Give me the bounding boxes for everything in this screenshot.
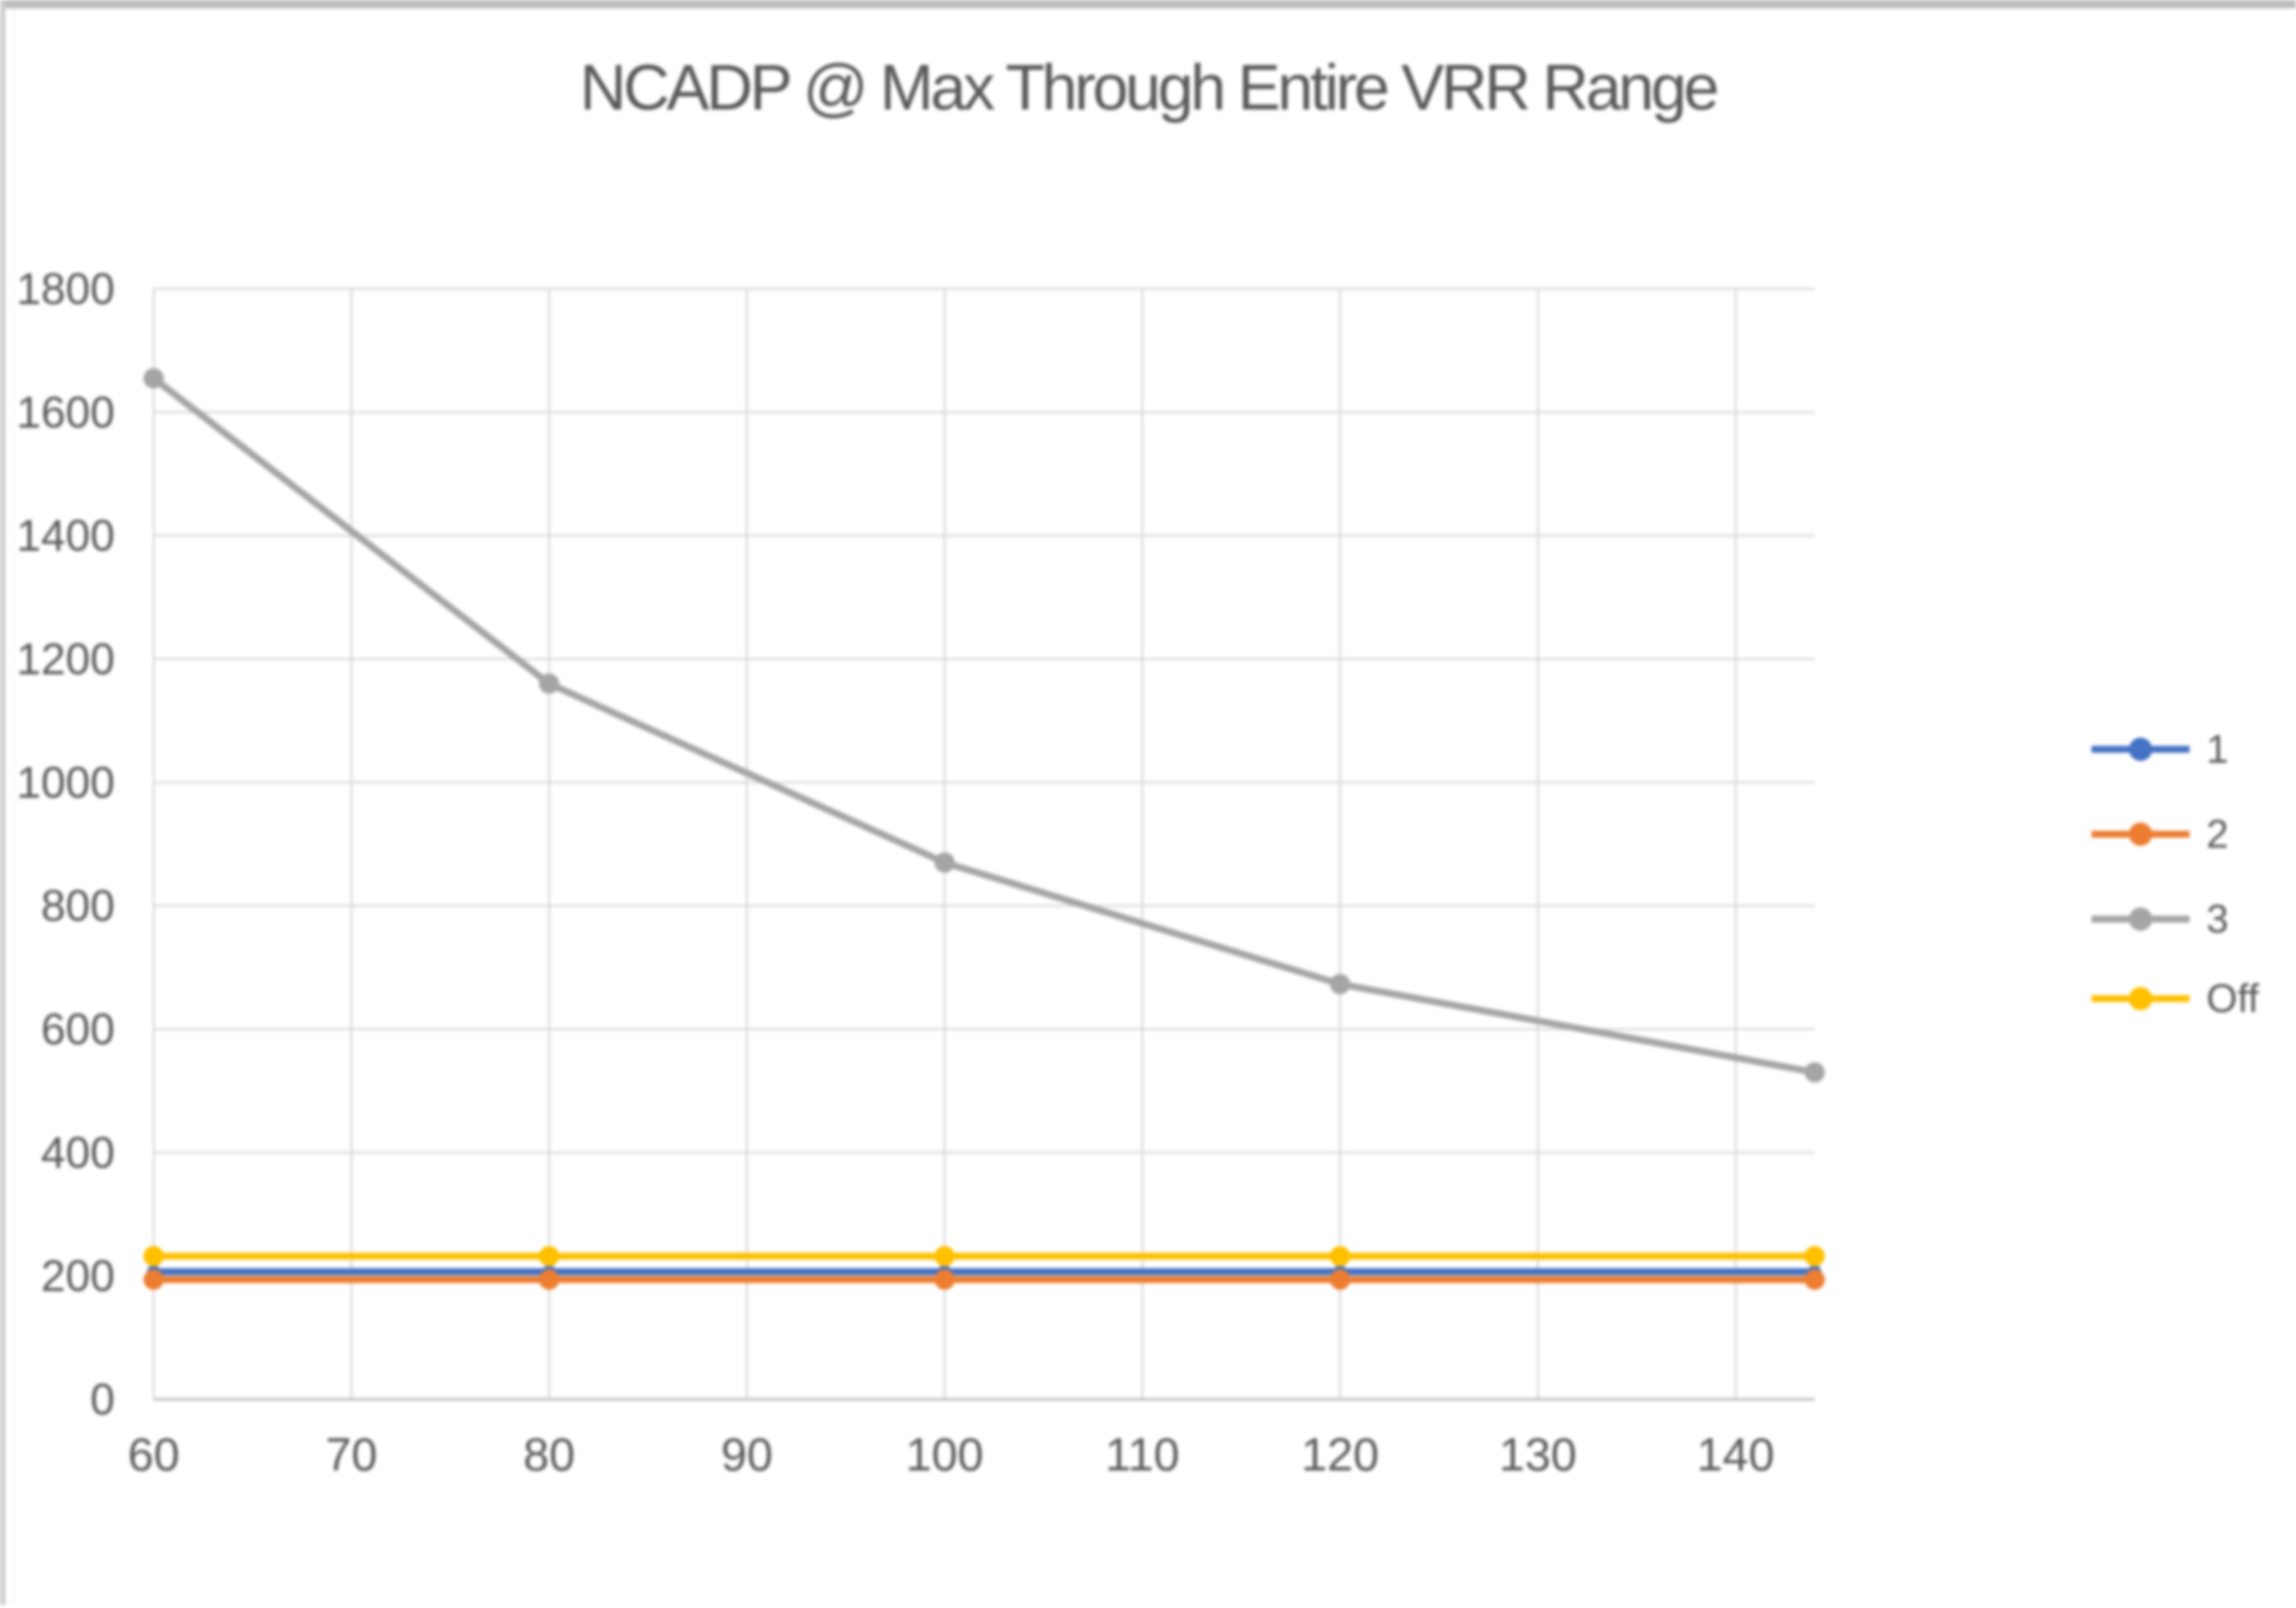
legend-label-2: 2 <box>2206 812 2228 857</box>
series-3-marker-80 <box>539 673 560 694</box>
series-3-marker-60 <box>144 368 164 389</box>
legend-marker-3 <box>2129 907 2152 931</box>
series-Off <box>144 1246 1825 1267</box>
legend-marker-1 <box>2129 737 2152 761</box>
legend-label-1: 1 <box>2206 727 2228 772</box>
y-tick-label-200: 200 <box>41 1251 115 1301</box>
series-2-marker-120 <box>1330 1269 1351 1290</box>
series-2-marker-80 <box>539 1269 560 1290</box>
legend-item-Off: Off <box>2092 977 2260 1021</box>
x-tick-label-80: 80 <box>523 1428 575 1481</box>
x-tick-label-140: 140 <box>1697 1428 1775 1481</box>
series-2-marker-144 <box>1805 1269 1825 1290</box>
legend-label-Off: Off <box>2206 977 2260 1021</box>
x-tick-label-70: 70 <box>325 1428 377 1481</box>
y-tick-label-1600: 1600 <box>16 387 115 437</box>
series-Off-marker-120 <box>1330 1246 1351 1267</box>
y-tick-label-1200: 1200 <box>16 634 115 684</box>
series-Off-marker-80 <box>539 1246 560 1267</box>
legend-marker-Off <box>2129 987 2152 1011</box>
y-tick-label-0: 0 <box>90 1375 115 1424</box>
legend-label-3: 3 <box>2206 897 2228 942</box>
chart-title: NCADP @ Max Through Entire VRR Range <box>580 51 1717 123</box>
y-tick-label-800: 800 <box>41 881 115 930</box>
x-tick-label-100: 100 <box>906 1428 984 1481</box>
page-edge-top <box>0 0 2296 8</box>
series-3-marker-144 <box>1805 1062 1825 1083</box>
y-axis-tick-labels: 0 200 400 600 800 1000 1200 1400 1600 1800 <box>16 264 115 1424</box>
page-edge-left-faint <box>13 8 14 1605</box>
legend: 1 2 3 Off <box>2092 727 2260 1021</box>
series-Off-marker-60 <box>144 1246 164 1267</box>
legend-item-2: 2 <box>2092 812 2228 857</box>
x-tick-label-130: 130 <box>1499 1428 1577 1481</box>
y-tick-label-1000: 1000 <box>16 758 115 807</box>
series-Off-marker-100 <box>934 1246 955 1267</box>
data-series <box>144 368 1825 1290</box>
x-tick-label-120: 120 <box>1301 1428 1379 1481</box>
series-3-marker-100 <box>934 852 955 873</box>
series-Off-marker-144 <box>1805 1246 1825 1267</box>
series-2-marker-100 <box>934 1269 955 1290</box>
x-tick-label-60: 60 <box>128 1428 180 1481</box>
series-2 <box>144 1269 1825 1290</box>
legend-item-3: 3 <box>2092 897 2228 942</box>
y-tick-label-600: 600 <box>41 1005 115 1054</box>
page-edge-left <box>0 0 5 1608</box>
y-tick-label-1800: 1800 <box>16 264 115 314</box>
y-tick-label-1400: 1400 <box>16 511 115 560</box>
x-tick-label-110: 110 <box>1105 1428 1179 1481</box>
x-tick-label-90: 90 <box>721 1428 773 1481</box>
series-2-marker-60 <box>144 1269 164 1290</box>
x-axis-tick-labels: 60 70 80 90 100 110 120 130 140 <box>128 1428 1775 1481</box>
legend-item-1: 1 <box>2092 727 2228 772</box>
gridlines <box>152 288 1815 1399</box>
series-3 <box>144 368 1825 1083</box>
series-3-marker-120 <box>1330 974 1351 994</box>
y-tick-label-400: 400 <box>41 1128 115 1177</box>
legend-marker-2 <box>2129 822 2152 846</box>
